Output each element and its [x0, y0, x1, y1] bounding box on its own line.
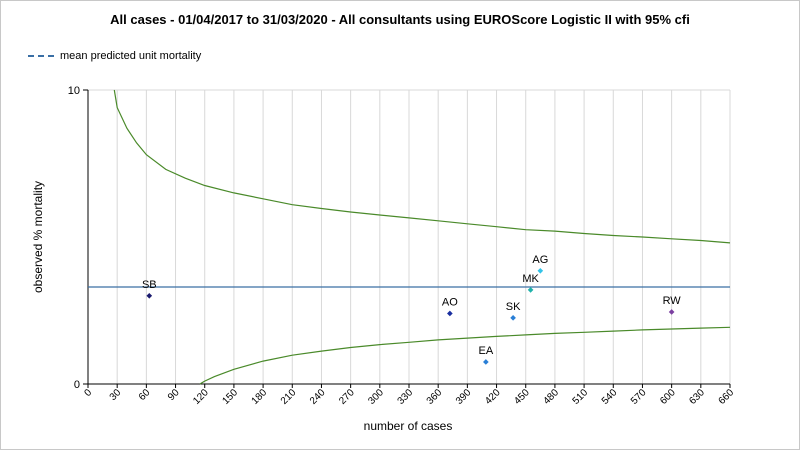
x-tick-label: 270 [337, 387, 357, 407]
legend-swatch-mean-line [28, 55, 54, 57]
data-point-ag [537, 267, 544, 274]
x-tick-label: 240 [308, 387, 328, 407]
y-axis-label: observed % mortality [31, 181, 45, 293]
x-tick-label: 450 [512, 387, 532, 407]
data-point-label-ag: AG [532, 254, 548, 266]
data-point-label-ao: AO [442, 296, 458, 308]
x-tick-label: 330 [396, 387, 416, 407]
x-tick-label: 420 [483, 387, 503, 407]
data-point-sk [510, 315, 516, 321]
x-tick-label: 0 [82, 387, 94, 399]
x-tick-label: 600 [658, 387, 678, 407]
data-point-rw [668, 309, 675, 315]
x-axis-label: number of cases [364, 419, 453, 433]
chart-title: All cases - 01/04/2017 to 31/03/2020 - A… [110, 12, 690, 27]
axes [83, 89, 730, 385]
legend-label-mean: mean predicted unit mortality [60, 50, 202, 62]
data-point-sb [146, 292, 153, 299]
x-tick-label: 150 [220, 387, 240, 407]
lower-control-limit-line [199, 326, 731, 385]
data-points: SB AO EA SK MK AG RW [142, 254, 681, 365]
data-point-ao [447, 310, 453, 317]
x-tick-label: 210 [279, 387, 299, 407]
x-tick-label: 60 [137, 387, 153, 403]
y-tick-label: 0 [74, 379, 80, 391]
upper-control-limit-line [113, 89, 731, 244]
grid-lines [87, 89, 731, 388]
data-point-label-sk: SK [506, 301, 521, 313]
data-point-label-mk: MK [522, 273, 539, 285]
x-tick-label: 90 [166, 387, 182, 403]
x-tick-label: 390 [454, 387, 474, 407]
control-limits [113, 89, 731, 385]
data-point-label-rw: RW [663, 295, 682, 307]
legend: mean predicted unit mortality [28, 49, 201, 63]
x-tick-label: 480 [541, 387, 561, 407]
x-tick-label: 180 [250, 387, 270, 407]
x-tick-label: 630 [687, 387, 707, 407]
data-point-label-ea: EA [479, 345, 494, 357]
x-tick-label: 540 [600, 387, 620, 407]
x-tick-label: 510 [571, 387, 591, 407]
tick-labels: 0 30 60 90 120 150 180 210 240 270 300 330 360 390 420… [68, 85, 737, 407]
x-tick-label: 570 [629, 387, 649, 407]
x-tick-label: 660 [717, 387, 737, 407]
data-point-label-sb: SB [142, 279, 157, 291]
x-tick-label: 360 [425, 387, 445, 407]
y-tick-label: 10 [68, 85, 80, 97]
x-tick-label: 30 [108, 387, 124, 403]
data-point-ea [483, 359, 489, 365]
x-tick-label: 300 [366, 387, 386, 407]
x-tick-label: 120 [191, 387, 211, 407]
data-point-mk [527, 287, 534, 293]
